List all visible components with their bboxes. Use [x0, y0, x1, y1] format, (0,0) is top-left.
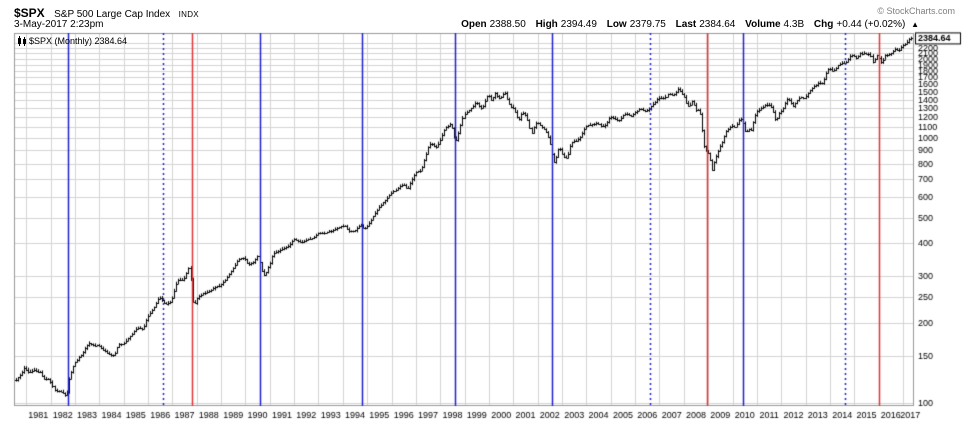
- series-legend-text: $SPX (Monthly) 2384.64: [29, 36, 128, 46]
- volume-label: Volume: [745, 19, 781, 30]
- index-name-label: S&P 500 Large Cap Index: [54, 9, 171, 20]
- low-value: 2379.75: [629, 19, 666, 30]
- chart-header: $SPX S&P 500 Large Cap Index INDX: [14, 4, 199, 22]
- symbol-label[interactable]: $SPX: [14, 6, 45, 20]
- low-label: Low: [606, 19, 627, 30]
- high-label: High: [535, 19, 558, 30]
- volume-value: 4.3B: [783, 19, 805, 30]
- change-value: +0.44 (+0.02%): [836, 19, 906, 30]
- candlestick-chart-icon: [18, 36, 26, 46]
- series-legend[interactable]: $SPX (Monthly) 2384.64: [18, 36, 127, 46]
- stockcharts-copyright: © StockCharts.com: [877, 6, 955, 16]
- change-label: Chg: [813, 19, 834, 30]
- chart-timestamp: 3-May-2017 2:23pm: [14, 19, 104, 30]
- change-up-arrow-icon: ▲: [911, 20, 919, 29]
- last-label: Last: [675, 19, 697, 30]
- open-value: 2388.50: [489, 19, 526, 30]
- exchange-label: INDX: [178, 10, 199, 19]
- high-value: 2394.49: [560, 19, 597, 30]
- open-label: Open: [461, 19, 487, 30]
- last-value: 2384.64: [699, 19, 736, 30]
- quote-summary-bar: Open 2388.50 High 2394.49 Low 2379.75 Last 2…: [461, 19, 919, 30]
